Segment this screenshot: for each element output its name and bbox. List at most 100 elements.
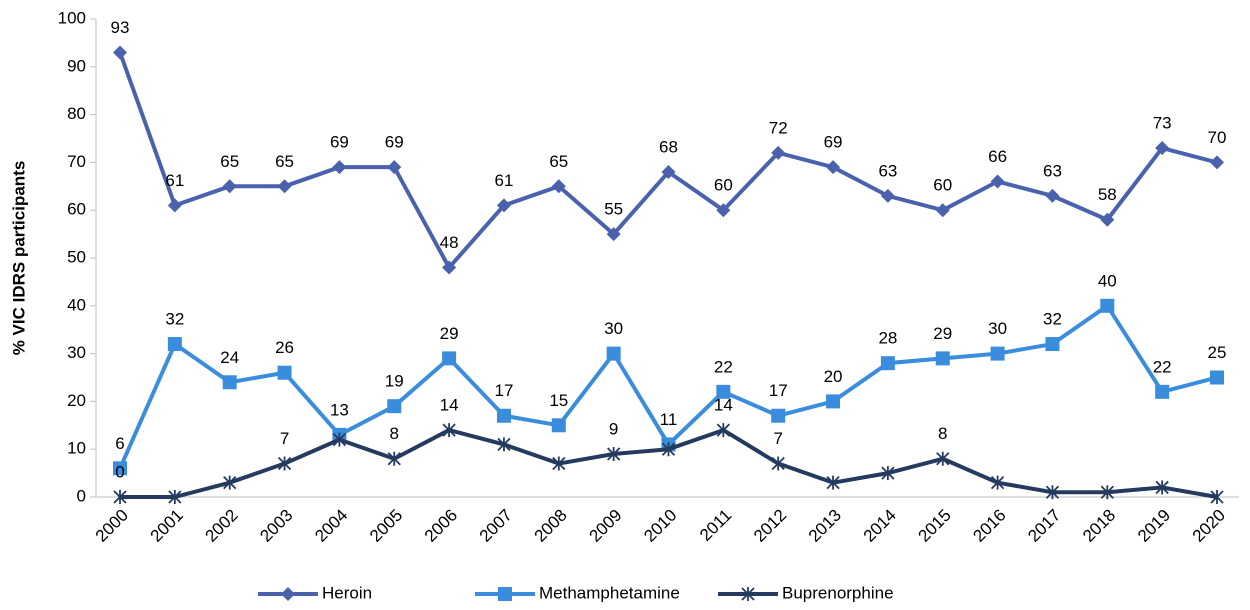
data-point: [332, 432, 347, 447]
data-label: 8: [938, 424, 947, 443]
data-label: 60: [714, 176, 733, 195]
data-point: [552, 456, 566, 471]
x-tick-label: 2007: [476, 506, 516, 546]
data-label: 69: [824, 133, 843, 152]
data-label: 22: [1153, 357, 1172, 376]
data-point: [1100, 485, 1114, 500]
x-tick-label: 2001: [147, 506, 187, 546]
x-tick-label: 2017: [1024, 506, 1064, 546]
data-point: [716, 203, 731, 218]
y-tick-label: 30: [67, 343, 86, 362]
data-point: [496, 198, 511, 213]
x-tick-label: 2009: [585, 506, 625, 546]
data-label: 69: [330, 133, 349, 152]
legend-marker: [741, 587, 755, 601]
data-point: [332, 160, 347, 175]
data-point: [1100, 212, 1115, 227]
data-point: [936, 451, 950, 466]
data-point: [771, 456, 785, 471]
data-point: [881, 466, 895, 481]
data-label: 22: [714, 357, 733, 376]
data-point: [880, 188, 895, 203]
x-tick-label: 2013: [805, 506, 845, 546]
data-point: [1210, 370, 1224, 385]
data-point: [1100, 298, 1115, 313]
x-tick-label: 2016: [969, 506, 1009, 546]
data-label: 7: [280, 429, 289, 448]
data-label: 32: [1043, 310, 1062, 329]
data-label: 15: [549, 391, 568, 410]
data-label: 26: [275, 338, 294, 357]
x-tick-label: 2005: [366, 506, 406, 546]
data-point: [168, 490, 182, 504]
data-label: 17: [494, 381, 513, 400]
data-label: 69: [385, 133, 404, 152]
data-point: [990, 346, 1005, 361]
data-point: [826, 394, 841, 409]
data-point: [113, 490, 127, 504]
y-axis-label: % VIC IDRS participants: [9, 161, 28, 356]
data-label: 28: [878, 329, 897, 348]
y-tick-label: 80: [67, 104, 86, 123]
x-tick-label: 2019: [1134, 506, 1174, 546]
x-tick-label: 2015: [915, 506, 955, 546]
data-label: 8: [390, 424, 399, 443]
data-label: 66: [988, 147, 1007, 166]
y-tick-label: 20: [67, 391, 86, 410]
data-point: [607, 446, 621, 461]
data-point: [442, 423, 456, 438]
data-point: [1210, 155, 1224, 170]
data-label: 7: [773, 429, 782, 448]
data-point: [387, 451, 401, 466]
data-point: [497, 437, 511, 452]
data-label: 65: [549, 152, 568, 171]
data-label: 17: [769, 381, 788, 400]
data-point: [277, 179, 292, 194]
data-point: [223, 475, 237, 490]
data-label: 9: [609, 419, 618, 438]
data-point: [990, 475, 1005, 490]
legend-label: Methamphetamine: [539, 583, 680, 602]
y-tick-label: 90: [67, 56, 86, 75]
data-point: [1155, 141, 1170, 156]
data-label: 13: [330, 400, 349, 419]
data-label: 11: [660, 410, 678, 429]
data-point: [1045, 485, 1060, 500]
x-tick-label: 2018: [1079, 506, 1119, 546]
data-label: 0: [115, 462, 124, 481]
data-label: 68: [659, 137, 678, 156]
data-label: 73: [1153, 114, 1172, 133]
data-label: 20: [824, 367, 843, 386]
data-point: [277, 456, 292, 471]
data-point: [661, 442, 676, 457]
data-point: [442, 351, 457, 366]
data-label: 72: [769, 118, 788, 137]
data-point: [551, 418, 566, 433]
x-tick-label: 2003: [256, 506, 296, 546]
data-point: [661, 164, 676, 179]
data-point: [771, 145, 786, 160]
x-tick-label: 2012: [750, 506, 790, 546]
x-tick-label: 2002: [202, 506, 242, 546]
data-point: [716, 384, 731, 399]
data-point: [935, 351, 950, 366]
data-label: 70: [1208, 128, 1227, 147]
data-point: [551, 179, 566, 194]
data-label: 32: [165, 310, 184, 329]
x-tick-label: 2010: [640, 506, 680, 546]
data-point: [716, 423, 730, 438]
data-label: 63: [1043, 161, 1062, 180]
data-point: [1155, 384, 1170, 399]
data-label: 63: [878, 161, 897, 180]
data-point: [113, 461, 127, 476]
x-tick-label: 2000: [92, 506, 132, 546]
data-label: 19: [385, 372, 404, 391]
data-point: [1155, 480, 1169, 495]
data-point: [113, 45, 127, 60]
y-tick-label: 50: [67, 247, 86, 266]
data-label: 30: [604, 319, 623, 338]
data-label: 14: [440, 396, 459, 415]
data-label: 93: [111, 18, 130, 37]
x-tick-label: 2006: [421, 506, 461, 546]
